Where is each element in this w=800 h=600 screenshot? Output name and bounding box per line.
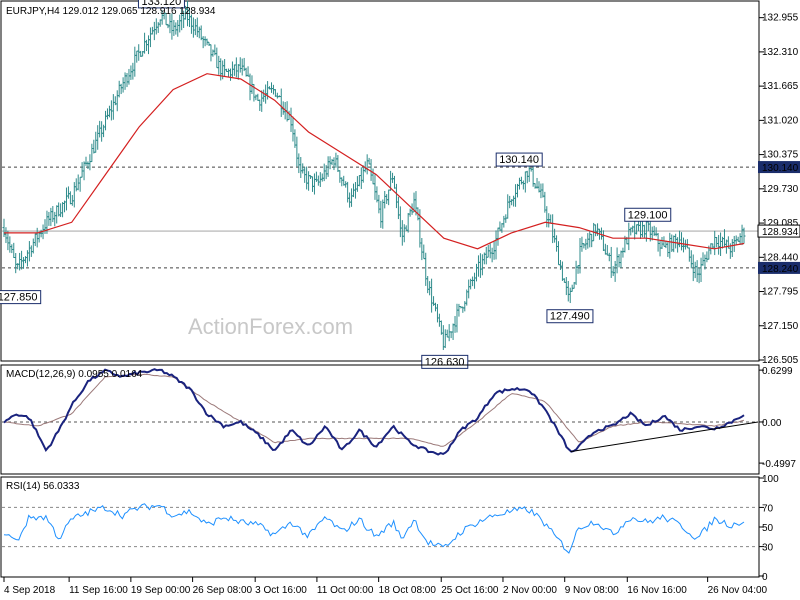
current-price-label: 128.934 bbox=[762, 227, 799, 238]
price-annotation-label: 126.630 bbox=[425, 356, 465, 368]
price-tick-label: 127.795 bbox=[762, 287, 799, 298]
price-annotation-label: 130.140 bbox=[499, 154, 539, 166]
price-annotation-label: 127.850 bbox=[0, 292, 37, 304]
time-tick-label: 9 Nov 08:00 bbox=[565, 585, 619, 596]
time-tick-label: 2 Nov 00:00 bbox=[503, 585, 557, 596]
price-tick-label: 132.955 bbox=[762, 13, 799, 24]
price-chart-title: EURJPY,H4 129.012 129.065 128.916 128.93… bbox=[6, 6, 216, 17]
time-tick-label: 25 Oct 16:00 bbox=[441, 585, 499, 596]
time-tick-label: 19 Sep 00:00 bbox=[131, 585, 191, 596]
macd-tick-label: -0.4997 bbox=[762, 459, 796, 470]
macd-panel-frame bbox=[0, 364, 760, 475]
time-tick-label: 18 Oct 08:00 bbox=[379, 585, 437, 596]
price-tick-label: 127.150 bbox=[762, 321, 799, 332]
macd-tick-label: 0.00 bbox=[762, 418, 782, 429]
price-tick-label: 126.505 bbox=[762, 355, 799, 366]
rsi-tick-label: 50 bbox=[762, 523, 774, 534]
price-panel-frame bbox=[0, 0, 760, 362]
rsi-tick-label: 0 bbox=[762, 572, 768, 583]
level-marker bbox=[758, 261, 800, 274]
price-tick-label: 130.375 bbox=[762, 150, 799, 161]
price-annotation-label: 133.120 bbox=[141, 0, 181, 8]
price-annotation-box bbox=[624, 207, 672, 222]
price-tick-label: 129.730 bbox=[762, 184, 799, 195]
macd-line bbox=[3, 368, 745, 456]
price-annotation-label: 129.100 bbox=[628, 209, 668, 221]
level-marker-label: 128.240 bbox=[762, 264, 799, 275]
rsi-title: RSI(14) 56.0333 bbox=[6, 481, 80, 492]
macd-panel: 0.6299 0.00 -0.4997 MACD(12,26,9) 0.0955 0… bbox=[0, 364, 796, 475]
price-annotation-box bbox=[0, 290, 42, 305]
time-tick-label: 3 Oct 16:00 bbox=[255, 585, 307, 596]
price-panel: ActionForex.com 133.120 127.850 130.140 126… bbox=[0, 0, 800, 369]
level-marker-label: 130.140 bbox=[762, 163, 799, 174]
time-axis: 4 Sep 2018 11 Sep 16:00 19 Sep 00:00 26 Sep… bbox=[3, 577, 768, 596]
time-tick-label: 11 Sep 16:00 bbox=[69, 585, 128, 596]
time-tick-label: 26 Nov 04:00 bbox=[708, 585, 768, 596]
time-tick-label: 26 Sep 08:00 bbox=[193, 585, 253, 596]
level-marker bbox=[758, 161, 800, 174]
rsi-tick-label: 30 bbox=[762, 543, 774, 554]
time-tick-label: 4 Sep 2018 bbox=[4, 585, 56, 596]
time-tick-label: 11 Oct 00:00 bbox=[317, 585, 374, 596]
rsi-panel: 100 70 50 30 0 RSI(14) 56.0333 bbox=[0, 474, 779, 583]
rsi-tick-label: 70 bbox=[762, 503, 774, 514]
price-tick-label: 131.665 bbox=[762, 81, 799, 92]
price-tick-label: 131.020 bbox=[762, 115, 799, 126]
price-annotation-label: 127.490 bbox=[550, 311, 590, 323]
price-annotation-box bbox=[546, 309, 594, 324]
moving-average-line bbox=[4, 73, 745, 250]
price-annotation-box bbox=[137, 0, 185, 9]
price-tick-label: 128.440 bbox=[762, 252, 799, 263]
macd-title: MACD(12,26,9) 0.0955 0.0164 bbox=[6, 369, 143, 380]
watermark: ActionForex.com bbox=[188, 314, 353, 339]
price-annotation-box bbox=[495, 152, 543, 167]
macd-trendline bbox=[570, 421, 759, 453]
time-tick-label: 16 Nov 16:00 bbox=[627, 585, 687, 596]
rsi-line bbox=[3, 503, 745, 554]
price-tick-label: 129.085 bbox=[762, 218, 799, 229]
macd-tick-label: 0.6299 bbox=[762, 366, 793, 377]
current-price-marker bbox=[757, 224, 800, 238]
price-tick-label: 132.310 bbox=[762, 47, 799, 58]
rsi-tick-label: 100 bbox=[762, 474, 779, 485]
